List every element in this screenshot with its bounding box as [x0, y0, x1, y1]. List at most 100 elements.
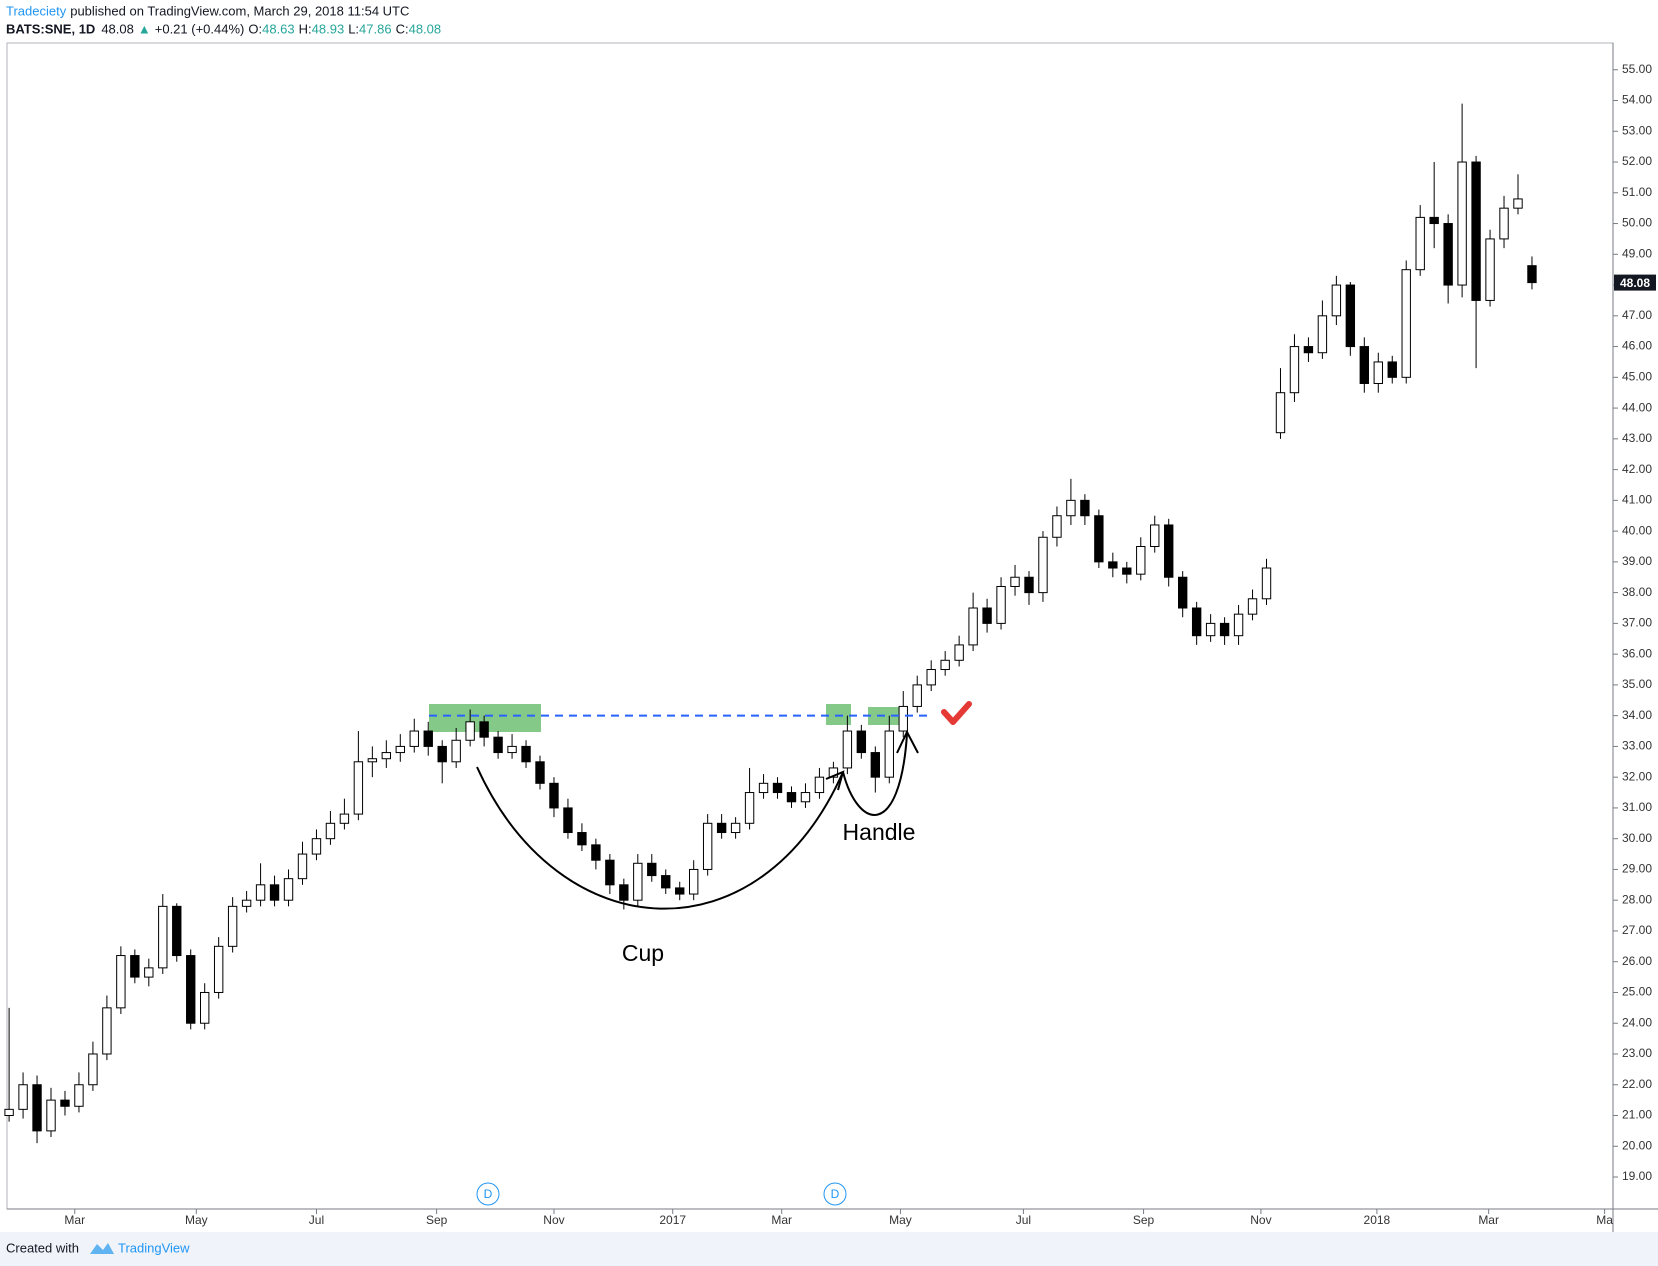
- y-tick-label: 29.00: [1622, 862, 1652, 876]
- candle-body: [1331, 284, 1342, 317]
- candle-body: [675, 887, 685, 895]
- y-tick-label: 26.00: [1622, 954, 1652, 968]
- y-tick-label: 21.00: [1622, 1108, 1652, 1122]
- candle-body: [1429, 216, 1439, 225]
- candle-body: [493, 736, 503, 754]
- change-arrow: ▲: [138, 21, 151, 36]
- ohlc-key: C:: [396, 21, 409, 36]
- publisher[interactable]: Tradeciety: [6, 3, 67, 18]
- candle-body: [172, 905, 182, 957]
- tradingview-logo[interactable]: [90, 1243, 114, 1254]
- y-tick-label: 51.00: [1622, 185, 1652, 199]
- candle-body: [158, 905, 168, 969]
- y-tick-label: 37.00: [1622, 616, 1652, 630]
- candle-body: [1247, 598, 1258, 615]
- candle-body: [591, 844, 601, 861]
- y-tick-label: 42.00: [1622, 462, 1652, 476]
- y-tick-label: 53.00: [1622, 123, 1652, 137]
- candle-body: [898, 705, 908, 732]
- y-tick-label: 23.00: [1622, 1046, 1652, 1060]
- candle-body: [283, 878, 294, 901]
- handle-label: Handle: [843, 819, 916, 845]
- candle-body: [60, 1099, 70, 1107]
- x-tick-label: May: [889, 1213, 912, 1227]
- candle-body: [1471, 161, 1481, 301]
- candle-body: [4, 1108, 14, 1116]
- y-tick-label: 52.00: [1622, 154, 1652, 168]
- candle-body: [116, 955, 126, 1009]
- y-tick-label: 54.00: [1622, 93, 1652, 107]
- candle-body: [744, 792, 755, 824]
- event-marker[interactable]: [476, 1182, 500, 1206]
- y-tick-label: 22.00: [1622, 1077, 1652, 1091]
- candle-body: [1401, 269, 1411, 378]
- published-info: published on TradingView.com, March 29, …: [70, 3, 409, 18]
- candle-body: [1415, 216, 1425, 271]
- ohlc-value: 48.93: [312, 21, 345, 36]
- cup-curve: [476, 766, 844, 910]
- event-marker[interactable]: [823, 1182, 847, 1206]
- y-tick-label: 24.00: [1622, 1015, 1652, 1029]
- last-price: 48.08: [101, 21, 134, 36]
- candle-body: [814, 776, 825, 794]
- candle-body: [647, 862, 657, 877]
- candle-body: [535, 761, 545, 784]
- ohlc-value: 48.08: [409, 21, 442, 36]
- footer-brand[interactable]: TradingView: [118, 1240, 190, 1255]
- handle-arrowhead: [896, 729, 919, 754]
- candle-body: [1164, 524, 1174, 578]
- event-label[interactable]: D: [484, 1187, 493, 1201]
- candle-body: [1038, 536, 1048, 594]
- y-tick-label: 39.00: [1622, 554, 1652, 568]
- candle-body: [227, 905, 238, 947]
- axes: 19.00 20.00 21.00 22.00 23.00 24.00 25.00 26.00…: [64, 62, 1656, 1227]
- y-tick-label: 32.00: [1622, 769, 1652, 783]
- candle-body: [982, 607, 992, 624]
- candle-body: [940, 659, 950, 671]
- x-tick-label: Mar: [771, 1213, 792, 1227]
- candle-body: [619, 884, 629, 901]
- candle-body: [730, 822, 741, 834]
- candle-body: [465, 721, 475, 741]
- candle-body: [549, 782, 559, 809]
- y-tick-label: 35.00: [1622, 677, 1652, 691]
- check-mark: [941, 701, 972, 725]
- candle-body: [255, 884, 266, 901]
- candle-body: [200, 991, 210, 1024]
- y-tick-label: 27.00: [1622, 923, 1652, 937]
- x-tick-label: Jul: [1016, 1213, 1031, 1227]
- candle-body: [32, 1084, 42, 1132]
- candle-body: [1024, 576, 1034, 594]
- candle-body: [912, 684, 922, 707]
- candle-body: [423, 730, 433, 747]
- symbol: BATS:SNE, 1D: [6, 21, 95, 36]
- candle-body: [1219, 622, 1230, 637]
- candle-body: [1136, 545, 1146, 575]
- x-tick-label: Jul: [309, 1213, 324, 1227]
- candle-body: [367, 758, 378, 763]
- candle-body: [339, 813, 350, 824]
- candle-body: [884, 730, 894, 778]
- candle-body: [381, 752, 392, 760]
- candle-body: [1150, 524, 1160, 547]
- candle-body: [437, 745, 447, 763]
- candle-body: [716, 822, 727, 834]
- candle-body: [311, 838, 322, 855]
- candle-body: [130, 955, 140, 978]
- ohlc-value: 47.86: [359, 21, 392, 36]
- candle-body: [563, 807, 573, 834]
- candle-body: [479, 721, 489, 738]
- candle-body: [1345, 284, 1356, 348]
- event-label[interactable]: D: [831, 1187, 840, 1201]
- cup-label: Cup: [622, 940, 664, 966]
- candle-body: [297, 853, 308, 880]
- candle-body: [1359, 346, 1370, 384]
- candle-body: [186, 955, 196, 1024]
- candle-body: [828, 767, 839, 778]
- candles: [4, 103, 1537, 1144]
- highlight-zone: [826, 704, 851, 725]
- footer-bar: [0, 1232, 1658, 1266]
- y-tick-label: 45.00: [1622, 370, 1652, 384]
- candle-body: [633, 862, 643, 901]
- handle-curve: [842, 733, 908, 816]
